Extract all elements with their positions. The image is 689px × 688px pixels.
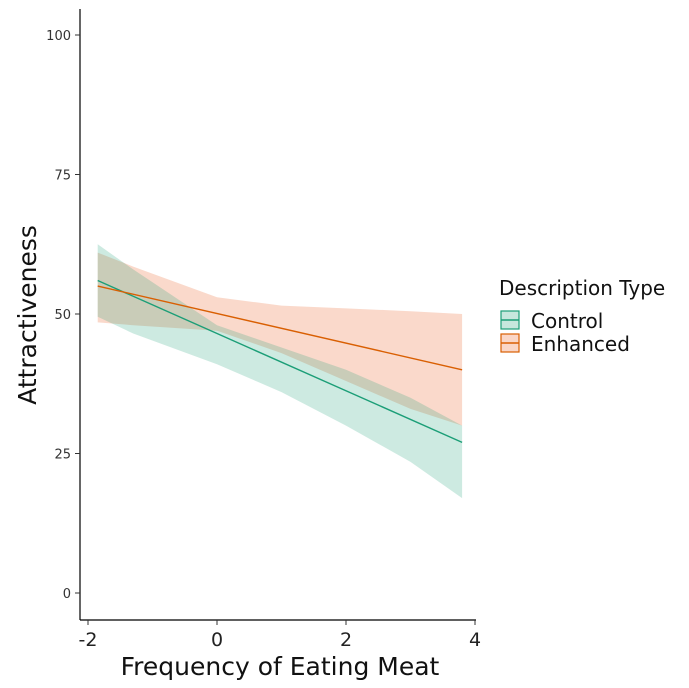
trend-lines	[97, 279, 463, 443]
legend-label-enhanced: Enhanced	[531, 332, 630, 356]
legend-title: Description Type	[499, 276, 665, 300]
y-tick-label: 75	[54, 169, 71, 184]
trend-line-control	[97, 279, 463, 443]
legend: Description Type Control Enhanced	[499, 276, 665, 356]
confidence-band-control	[97, 244, 463, 499]
x-ticks: -2 0 2 4	[79, 620, 481, 651]
x-tick-label: 2	[340, 629, 352, 651]
x-tick-label: -2	[79, 629, 98, 651]
y-axis-title: Attractiveness	[13, 225, 42, 405]
confidence-bands	[97, 244, 463, 499]
x-axis-title: Frequency of Eating Meat	[121, 652, 440, 681]
trend-line-enhanced	[97, 285, 463, 371]
y-tick-label: 0	[63, 587, 71, 602]
x-tick-label: 0	[211, 629, 223, 651]
legend-label-control: Control	[531, 309, 603, 333]
y-tick-label: 50	[54, 308, 71, 323]
y-tick-label: 25	[54, 448, 71, 463]
confidence-band-enhanced	[97, 252, 463, 426]
x-tick-label: 4	[469, 629, 481, 651]
y-tick-label: 100	[46, 29, 71, 44]
y-ticks: 0 25 50 75 100	[46, 29, 80, 602]
